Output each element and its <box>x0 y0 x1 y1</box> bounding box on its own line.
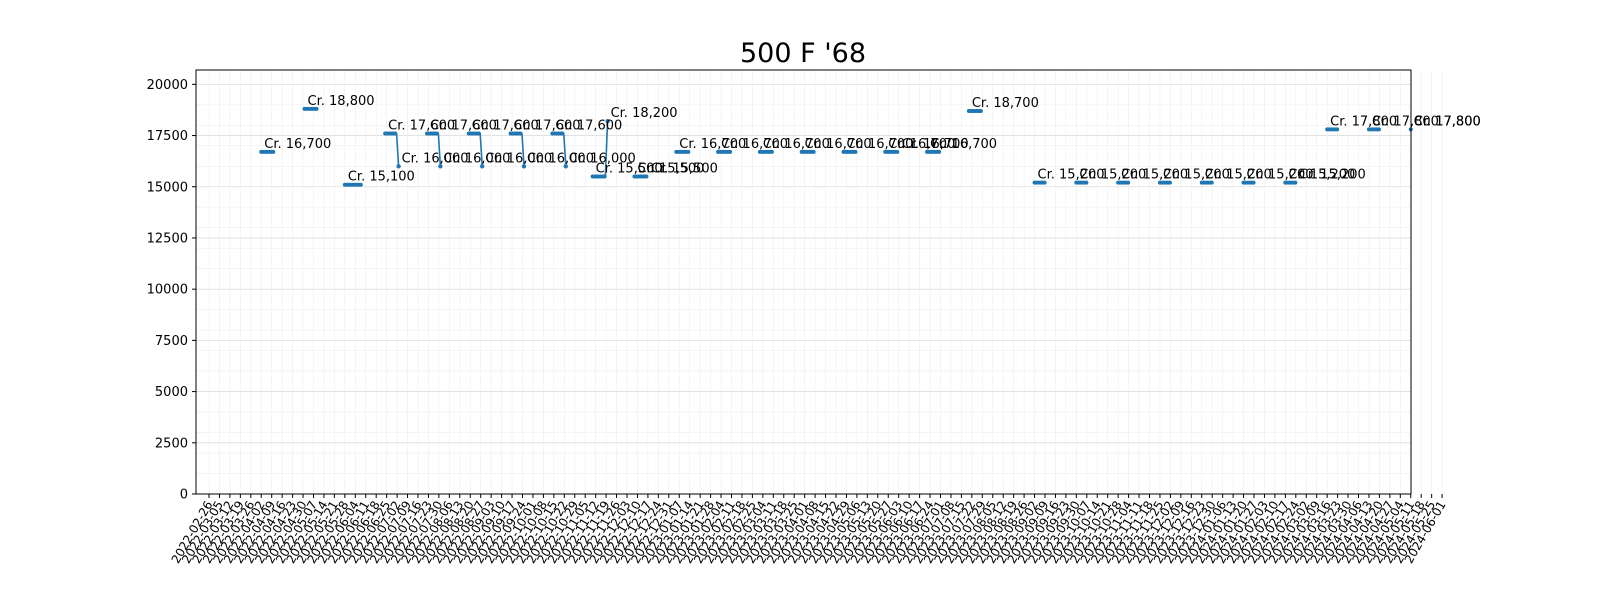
y-tick-label: 10000 <box>147 283 188 298</box>
data-label: Cr. 17,600 <box>472 118 539 133</box>
data-label: Cr. 16,700 <box>930 137 997 152</box>
chart-title: 500 F '68 <box>740 38 866 69</box>
data-point <box>563 164 568 169</box>
data-point <box>1209 180 1214 185</box>
data-point <box>271 149 276 154</box>
data-label: Cr. 15,500 <box>651 162 718 177</box>
y-tick-label: 15000 <box>147 180 188 195</box>
data-label: Cr. 17,800 <box>1330 114 1397 129</box>
data-point <box>314 106 319 111</box>
y-tick-label: 0 <box>180 488 188 503</box>
data-label: Cr. 16,000 <box>485 151 552 166</box>
data-label: Cr. 17,600 <box>388 118 455 133</box>
data-label: Cr. 16,700 <box>679 137 746 152</box>
data-label: Cr. 17,800 <box>1414 114 1481 129</box>
data-point <box>686 149 691 154</box>
y-axis: 0 2500 5000 7500 10000 12500 15000 17500 20000 <box>147 78 196 503</box>
data-point <box>521 164 527 169</box>
data-label: Cr. 16,700 <box>264 137 331 152</box>
data-point <box>811 149 816 154</box>
x-axis: 2022-02-262022-03-052022-03-122022-03-19… <box>169 494 1449 566</box>
data-point <box>1293 180 1298 185</box>
data-label: Cr. 17,600 <box>555 118 622 133</box>
data-label: Cr. 16,700 <box>805 137 872 152</box>
data-point <box>1376 127 1381 132</box>
data-label: Cr. 16,700 <box>902 137 969 152</box>
data-label: Cr. 15,200 <box>1288 168 1355 183</box>
data-label: Cr. 15,200 <box>1205 168 1272 183</box>
price-series <box>259 106 1413 187</box>
data-label: Cr. 17,600 <box>514 118 581 133</box>
series-step <box>437 133 442 167</box>
data-label: Cr. 16,000 <box>569 151 636 166</box>
data-label: Cr. 15,200 <box>1079 168 1146 183</box>
data-label: Cr. 15,500 <box>637 162 704 177</box>
data-label: Cr. 16,700 <box>846 137 913 152</box>
data-point <box>895 149 900 154</box>
data-label: Cr. 17,800 <box>1414 114 1481 129</box>
data-point <box>1251 180 1256 185</box>
plot-frame <box>195 69 1412 495</box>
data-point <box>1167 180 1172 185</box>
data-label: Cr. 18,200 <box>611 106 678 121</box>
y-tick-label: 5000 <box>155 385 188 400</box>
y-tick-label: 20000 <box>147 78 188 93</box>
data-label: Cr. 18,800 <box>308 94 375 109</box>
data-point <box>853 149 858 154</box>
data-point <box>358 182 363 187</box>
series-step <box>604 121 609 177</box>
data-labels: Cr. 16,700 Cr. 18,800 Cr. 15,100 Cr. 16,000… <box>264 94 1480 185</box>
grid-lines <box>196 70 1443 495</box>
data-point <box>644 174 649 179</box>
data-label: Cr. 16,700 <box>763 137 830 152</box>
series-step <box>521 133 525 167</box>
data-label: Cr. 15,500 <box>596 162 663 177</box>
series-step <box>395 133 400 167</box>
data-point <box>396 164 401 169</box>
data-point <box>1126 180 1131 185</box>
data-label: Cr. 15,200 <box>1038 168 1105 183</box>
data-label: Cr. 16,000 <box>402 151 469 166</box>
data-point <box>605 119 610 124</box>
data-point <box>1335 127 1340 132</box>
data-point <box>728 149 733 154</box>
data-label: Cr. 15,200 <box>1247 168 1314 183</box>
data-point <box>769 149 774 154</box>
data-label: Cr. 15,200 <box>1299 168 1366 183</box>
data-point <box>1042 180 1047 185</box>
data-point <box>937 149 942 154</box>
data-label: Cr. 16,700 <box>721 137 788 152</box>
series-step <box>562 133 567 167</box>
data-point <box>1084 180 1089 185</box>
data-label: Cr. 15,200 <box>1163 168 1230 183</box>
series-step <box>479 133 483 167</box>
data-label: Cr. 17,800 <box>1372 114 1439 129</box>
data-label: Cr. 15,100 <box>348 170 415 185</box>
data-label: Cr. 17,600 <box>430 118 497 133</box>
y-tick-label: 17500 <box>147 129 188 144</box>
data-point <box>978 108 983 113</box>
data-label: Cr. 16,700 <box>888 137 955 152</box>
data-label: Cr. 18,700 <box>972 96 1039 111</box>
data-label: Cr. 15,200 <box>1121 168 1188 183</box>
y-tick-label: 12500 <box>147 231 188 246</box>
data-label: Cr. 16,000 <box>527 151 594 166</box>
y-tick-label: 2500 <box>155 436 188 451</box>
y-tick-label: 7500 <box>155 334 188 349</box>
data-point <box>438 164 443 169</box>
data-point <box>479 164 485 169</box>
data-label: Cr. 16,000 <box>443 151 510 166</box>
